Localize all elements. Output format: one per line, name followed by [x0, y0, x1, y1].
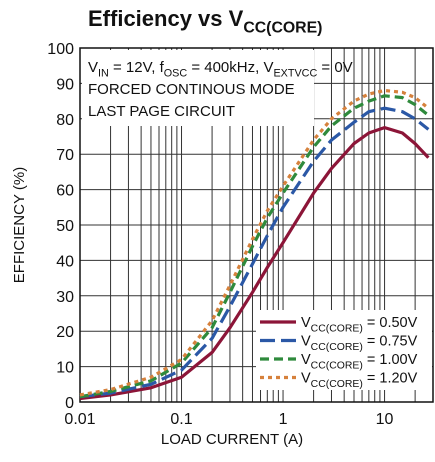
y-tick-label: 30 [56, 289, 74, 306]
subscript: CC(CORE) [243, 20, 322, 37]
text-part: = 0V [317, 59, 352, 76]
text-part: V [301, 371, 311, 387]
annotation: LAST PAGE CIRCUIT [88, 103, 235, 120]
legend-label: VCC(CORE) = 1.00V [301, 352, 418, 371]
x-tick-label: 0.1 [170, 411, 192, 428]
series-line [79, 106, 430, 399]
text-part: Efficiency vs V [88, 6, 244, 31]
text-part: FORCED CONTINOUS MODE [88, 81, 295, 98]
series-line [79, 126, 430, 401]
text-part: LAST PAGE CIRCUIT [88, 103, 235, 120]
y-tick-label: 80 [56, 112, 74, 129]
y-tick-label: 100 [47, 41, 74, 58]
text-part: = 0.75V [363, 334, 418, 350]
series-line [79, 88, 430, 397]
subscript: EXTVCC [273, 68, 317, 80]
annotation: FORCED CONTINOUS MODE [88, 81, 295, 98]
x-axis-label: LOAD CURRENT (A) [161, 431, 303, 448]
y-axis-label: EFFICIENCY (%) [11, 167, 28, 283]
text-part: = 400kHz, V [187, 59, 273, 76]
legend-label: VCC(CORE) = 0.50V [301, 315, 418, 334]
x-tick-label: 0.01 [64, 411, 95, 428]
subscript: CC(CORE) [311, 323, 363, 334]
y-tick-label: 60 [56, 183, 74, 200]
y-tick-label: 40 [56, 253, 74, 270]
subscript: CC(CORE) [311, 360, 363, 371]
subscript: IN [98, 68, 109, 80]
text-part: = 12V, f [109, 59, 165, 76]
y-tick-label: 0 [65, 395, 74, 412]
plot-frame [79, 47, 434, 403]
text-part: V [301, 334, 311, 350]
x-tick-label: 1 [279, 411, 288, 428]
subscript: CC(CORE) [311, 379, 363, 390]
y-tick-label: 10 [56, 360, 74, 377]
chart-title: Efficiency vs VCC(CORE) [88, 6, 322, 37]
y-tick-label: 20 [56, 324, 74, 341]
subscript: OSC [164, 68, 188, 80]
text-part: V [301, 315, 311, 331]
text-part: = 0.50V [363, 315, 418, 331]
annotation: VIN = 12V, fOSC = 400kHz, VEXTVCC = 0V [88, 59, 353, 80]
legend-label: VCC(CORE) = 1.20V [301, 371, 418, 390]
text-part: V [301, 352, 311, 368]
text-part: V [88, 59, 98, 76]
y-tick-label: 90 [56, 76, 74, 93]
subscript: CC(CORE) [311, 342, 363, 353]
text-part: = 1.00V [363, 352, 418, 368]
y-tick-label: 70 [56, 147, 74, 164]
x-tick-label: 10 [376, 411, 394, 428]
y-tick-label: 50 [56, 218, 74, 235]
text-part: = 1.20V [363, 371, 418, 387]
annotation-background [82, 50, 314, 126]
legend-label: VCC(CORE) = 0.75V [301, 334, 418, 353]
